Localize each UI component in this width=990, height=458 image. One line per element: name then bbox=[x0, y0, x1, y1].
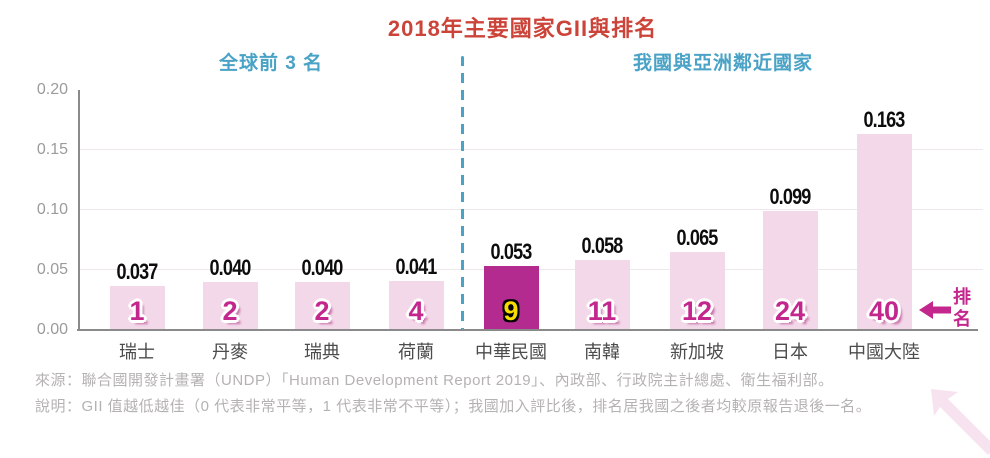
bar-rank-badge: 2 bbox=[314, 296, 330, 326]
bar-rank-badge: 11 bbox=[587, 296, 617, 326]
bar: 0.058 11 bbox=[574, 233, 630, 330]
footer: 來源：聯合國開發計畫署（UNDP）「Human Development Repo… bbox=[35, 368, 871, 420]
rank-pointer-char-1: 排 bbox=[953, 287, 971, 307]
bar-value-label: 0.040 bbox=[209, 255, 251, 280]
section-right-label: 我國與亞洲鄰近國家 bbox=[632, 53, 813, 74]
section-left-label: 全球前 3 名 bbox=[218, 53, 324, 74]
bar-rank-badge: 1 bbox=[129, 296, 145, 326]
bar: 0.053 9 bbox=[483, 239, 539, 330]
category-label: 荷蘭 bbox=[398, 342, 434, 362]
bar-value-label: 0.040 bbox=[301, 255, 343, 280]
rank-pointer-arrow-icon bbox=[919, 301, 951, 319]
category-label: 丹麥 bbox=[212, 342, 248, 362]
bar-value-label: 0.099 bbox=[769, 184, 811, 209]
ytick-label: 0.20 bbox=[36, 81, 68, 98]
gridline bbox=[80, 149, 983, 150]
bar-value-label: 0.163 bbox=[863, 107, 905, 132]
bar: 0.065 12 bbox=[669, 225, 725, 330]
bar-rank-badge: 2 bbox=[222, 296, 238, 326]
ytick-label: 0.15 bbox=[36, 141, 68, 158]
gridline bbox=[80, 209, 983, 210]
category-label: 南韓 bbox=[584, 342, 620, 362]
category-label: 新加坡 bbox=[670, 342, 724, 362]
bar-rank-badge: 4 bbox=[408, 296, 424, 326]
bar-value-label: 0.037 bbox=[116, 259, 158, 284]
footer-source: 來源：聯合國開發計畫署（UNDP）「Human Development Repo… bbox=[35, 372, 834, 389]
bar-value-label: 0.058 bbox=[581, 233, 623, 258]
corner-decorative-arrow-icon bbox=[931, 389, 990, 455]
ytick-label: 0.00 bbox=[36, 321, 68, 338]
bar: 0.099 24 bbox=[762, 184, 818, 330]
ytick-label: 0.05 bbox=[36, 261, 68, 278]
bar: 0.037 1 bbox=[109, 259, 165, 330]
bar-value-label: 0.053 bbox=[490, 239, 532, 264]
category-label: 中華民國 bbox=[475, 342, 547, 362]
category-label: 瑞典 bbox=[304, 342, 340, 362]
rank-pointer-char-2: 名 bbox=[953, 309, 971, 329]
bar: 0.041 4 bbox=[388, 254, 444, 330]
plot-area: 2018年主要國家GII與排名 全球前 3 名 我國與亞洲鄰近國家 0.00 0.… bbox=[35, 16, 990, 455]
section-divider-dashed-line bbox=[461, 56, 464, 330]
bar: 0.040 2 bbox=[294, 255, 350, 330]
footer-note: 說明：GII 值越低越佳（0 代表非常平等，1 代表非常不平等）；我國加入評比後… bbox=[35, 398, 872, 415]
bar: 0.040 2 bbox=[202, 255, 258, 330]
category-label: 中國大陸 bbox=[848, 342, 920, 362]
ytick-label: 0.10 bbox=[36, 201, 68, 218]
bar-rank-badge: 9 bbox=[503, 296, 519, 326]
y-axis-line bbox=[78, 90, 80, 331]
category-label: 日本 bbox=[772, 342, 808, 362]
bar-rank-badge: 12 bbox=[681, 296, 713, 326]
rank-pointer-label: 排 名 bbox=[953, 286, 971, 330]
category-label: 瑞士 bbox=[119, 342, 155, 362]
bar-value-label: 0.065 bbox=[676, 225, 718, 250]
bar-rank-badge: 40 bbox=[868, 296, 900, 326]
x-axis-line bbox=[77, 329, 978, 331]
chart-title: 2018年主要國家GII與排名 bbox=[387, 16, 658, 41]
bar-rank-badge: 24 bbox=[774, 296, 806, 326]
bar-value-label: 0.041 bbox=[395, 254, 437, 279]
bar: 0.163 40 bbox=[856, 107, 912, 330]
